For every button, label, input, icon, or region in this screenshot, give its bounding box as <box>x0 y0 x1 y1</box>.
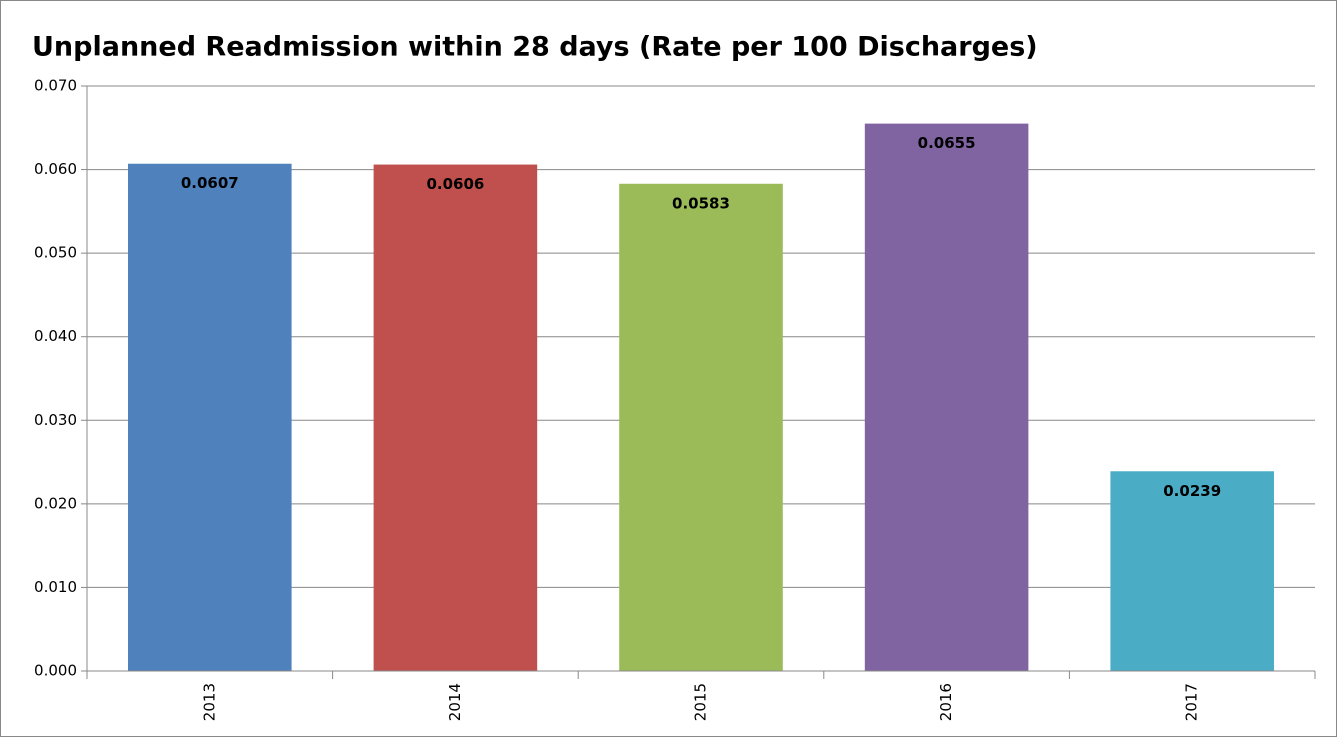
y-tick-label: 0.000 <box>34 662 77 680</box>
y-tick-label: 0.020 <box>34 494 77 512</box>
y-tick-label: 0.040 <box>34 327 77 345</box>
x-tick-label: 2013 <box>200 683 218 721</box>
y-tick-label: 0.050 <box>34 244 77 262</box>
x-tick-label: 2014 <box>446 683 464 721</box>
y-tick-label: 0.070 <box>34 77 77 95</box>
x-tick-label: 2017 <box>1183 683 1201 721</box>
x-tick-label: 2016 <box>937 683 955 721</box>
bar <box>619 183 783 671</box>
y-tick-label: 0.030 <box>34 411 77 429</box>
bar <box>1110 471 1274 671</box>
data-label: 0.0583 <box>672 194 730 212</box>
data-label: 0.0655 <box>918 134 976 152</box>
chart-title: Unplanned Readmission within 28 days (Ra… <box>32 32 1038 63</box>
data-label: 0.0607 <box>181 174 239 192</box>
data-label: 0.0606 <box>426 175 484 193</box>
y-tick-label: 0.060 <box>34 160 77 178</box>
bar <box>864 123 1029 672</box>
data-label: 0.0239 <box>1163 482 1221 500</box>
x-tick-label: 2015 <box>692 683 710 721</box>
y-tick-label: 0.010 <box>34 578 77 596</box>
bar <box>373 164 538 672</box>
bar <box>128 163 292 671</box>
